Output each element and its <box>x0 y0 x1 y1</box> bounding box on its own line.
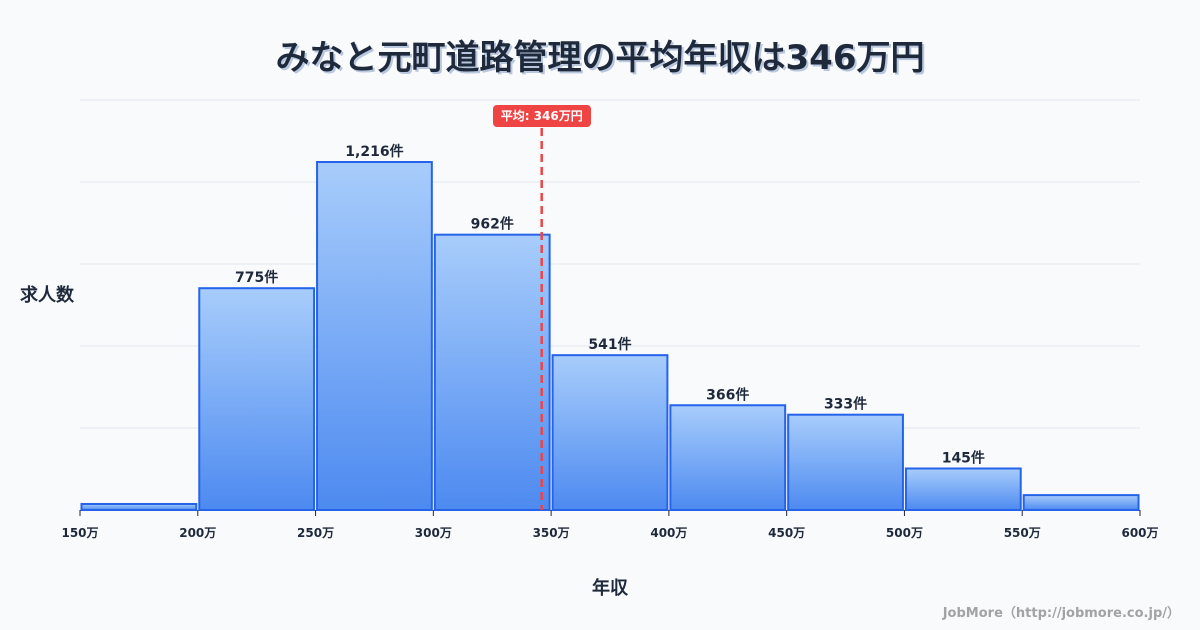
histogram-bar <box>669 404 787 512</box>
x-tick-label: 550万 <box>1004 526 1041 540</box>
y-axis-label: 求人数 <box>20 285 74 306</box>
bar-value-label: 775件 <box>235 269 278 286</box>
bar-value-label: 1,216件 <box>345 143 403 160</box>
bar-value-label: 541件 <box>588 336 631 353</box>
x-tick-label: 200万 <box>179 526 216 540</box>
bar-value-label: 145件 <box>942 450 985 467</box>
x-tick-label: 600万 <box>1121 526 1158 540</box>
histogram-bar <box>1022 494 1140 511</box>
histogram-bar <box>198 287 316 512</box>
bar-value-label: 366件 <box>706 386 749 403</box>
x-axis-label: 年収 <box>592 578 628 599</box>
mean-badge: 平均: 346万円 <box>492 105 591 127</box>
x-axis: 150万 200万 250万 300万 350万 400万 450万 500万 550万 600万 <box>61 510 1159 540</box>
x-tick-label: 500万 <box>886 526 923 540</box>
histogram-bar <box>80 502 198 512</box>
histogram-bar <box>787 413 904 511</box>
x-tick-label: 350万 <box>533 526 570 540</box>
x-tick-label: 450万 <box>768 526 805 540</box>
x-tick-label: 250万 <box>297 526 334 540</box>
value-labels: 775件 1,216件 962件 541件 366件 333件 145件 <box>235 143 985 467</box>
histogram-bar <box>904 467 1022 512</box>
bars <box>80 161 1140 512</box>
histogram-bar <box>316 161 433 511</box>
bar-value-label: 333件 <box>824 396 867 413</box>
histogram-bar <box>551 354 669 511</box>
x-tick-label: 150万 <box>61 526 98 540</box>
credit-text: JobMore（http://jobmore.co.jp/） <box>942 606 1180 621</box>
x-tick-label: 400万 <box>650 526 687 540</box>
bar-value-label: 962件 <box>471 216 514 233</box>
chart-title: みなと元町道路管理の平均年収は346万円 <box>275 38 925 78</box>
histogram-bar <box>433 233 551 511</box>
x-tick-label: 300万 <box>415 526 452 540</box>
